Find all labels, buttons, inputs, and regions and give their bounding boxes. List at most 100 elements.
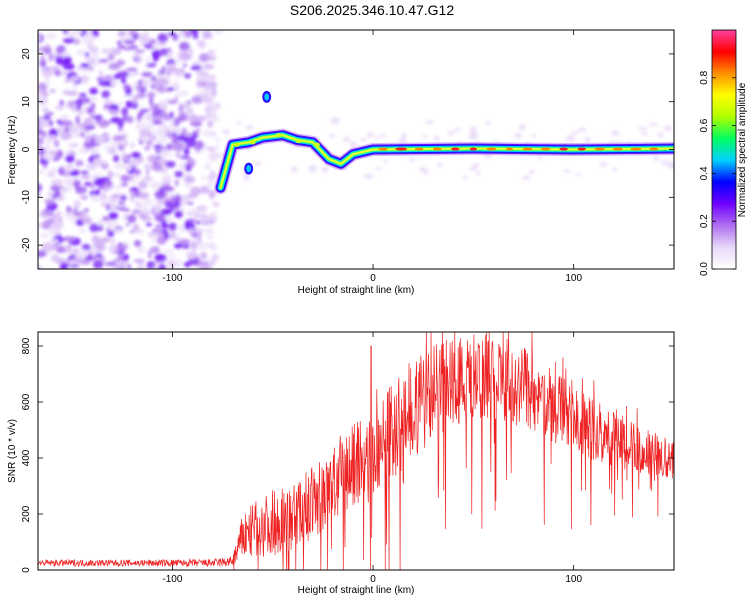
noise-blob bbox=[163, 231, 170, 241]
noise-blob bbox=[475, 171, 481, 176]
noise-blob bbox=[79, 132, 85, 137]
snr-xtick-label: 100 bbox=[565, 574, 582, 585]
snr-ytick-label: 0 bbox=[21, 567, 32, 573]
noise-blob bbox=[44, 77, 50, 86]
signal-ridge-layer bbox=[214, 128, 674, 195]
noise-blob bbox=[125, 223, 131, 227]
noise-blob bbox=[151, 162, 163, 172]
noise-blob bbox=[48, 238, 59, 244]
noise-blob bbox=[50, 254, 57, 262]
noise-blob bbox=[115, 228, 122, 234]
noise-blob bbox=[42, 115, 52, 121]
noise-blob bbox=[90, 176, 96, 182]
noise-blob bbox=[80, 174, 91, 180]
snr-panel: -100 0 100 0 200 400 600 800 Height of straight… bbox=[7, 331, 675, 596]
noise-blob bbox=[38, 223, 44, 228]
noise-blob bbox=[64, 211, 70, 218]
noise-blob bbox=[374, 167, 383, 171]
noise-blob bbox=[59, 262, 69, 269]
noise-blob bbox=[200, 82, 206, 87]
noise-blob bbox=[128, 45, 139, 50]
noise-blob bbox=[114, 163, 126, 170]
noise-blob bbox=[109, 141, 118, 150]
ridge-peak bbox=[451, 147, 460, 151]
noise-blob bbox=[207, 49, 216, 57]
noise-blob bbox=[80, 63, 90, 67]
noise-blob bbox=[158, 69, 166, 75]
noise-blob bbox=[174, 170, 184, 178]
noise-blob bbox=[102, 188, 107, 193]
noise-blob bbox=[196, 79, 203, 89]
noise-blob bbox=[79, 92, 87, 98]
noise-blob bbox=[290, 166, 298, 173]
noise-blob bbox=[423, 168, 429, 175]
noise-blob bbox=[185, 132, 193, 138]
noise-blob bbox=[160, 229, 168, 233]
noise-blob bbox=[152, 111, 161, 117]
noise-blob bbox=[101, 120, 113, 125]
noise-blob bbox=[123, 93, 135, 98]
noise-blob bbox=[73, 200, 81, 209]
noise-blob bbox=[165, 143, 174, 151]
noise-blob bbox=[38, 265, 42, 269]
noise-blob bbox=[133, 259, 145, 263]
snr-ytick-label: 600 bbox=[21, 393, 32, 410]
noise-blob bbox=[90, 147, 99, 156]
noise-blob bbox=[165, 215, 174, 222]
noise-blob bbox=[195, 220, 201, 225]
noise-blob bbox=[50, 185, 60, 191]
noise-blob bbox=[93, 114, 103, 121]
noise-blob bbox=[468, 166, 478, 171]
noise-blob bbox=[125, 100, 133, 109]
spectrogram-ytick-label: 10 bbox=[21, 96, 32, 108]
noise-blob bbox=[640, 132, 649, 136]
noise-blob bbox=[148, 96, 154, 106]
snr-ytick-label: 800 bbox=[21, 337, 32, 354]
noise-blob bbox=[42, 242, 52, 251]
noise-blob bbox=[401, 132, 407, 140]
noise-blob bbox=[215, 102, 221, 109]
noise-blob bbox=[117, 30, 126, 38]
noise-blob bbox=[359, 137, 367, 142]
noise-blob bbox=[157, 100, 166, 110]
noise-blob bbox=[206, 56, 217, 61]
noise-blob bbox=[140, 105, 145, 110]
noise-blob bbox=[133, 169, 141, 175]
noise-blob bbox=[447, 130, 455, 136]
noise-blob bbox=[522, 175, 531, 181]
noise-blob bbox=[172, 142, 184, 152]
ridge-peak bbox=[378, 147, 388, 151]
noise-blob bbox=[80, 68, 90, 73]
noise-blob bbox=[142, 130, 151, 136]
snr-xtick-label: -100 bbox=[162, 574, 182, 585]
noise-blob bbox=[99, 192, 107, 202]
noise-blob bbox=[123, 253, 130, 261]
ridge-peak bbox=[630, 147, 642, 151]
noise-blob bbox=[117, 143, 125, 152]
noise-blob bbox=[61, 120, 74, 127]
noise-blob bbox=[38, 34, 41, 41]
noise-blob bbox=[82, 56, 92, 60]
noise-blob bbox=[102, 216, 109, 221]
noise-blob bbox=[206, 234, 214, 240]
noise-blob bbox=[653, 155, 660, 161]
snr-ytick-label: 200 bbox=[21, 505, 32, 522]
noise-blob bbox=[214, 145, 220, 149]
noise-blob bbox=[209, 170, 217, 180]
snr-frame bbox=[37, 331, 675, 571]
noise-blob bbox=[54, 105, 65, 110]
noise-blob bbox=[160, 136, 167, 144]
noise-blob bbox=[187, 114, 199, 123]
noise-blob bbox=[141, 216, 152, 222]
noise-blob bbox=[44, 208, 50, 213]
noise-blob bbox=[142, 198, 154, 207]
noise-blob bbox=[64, 246, 74, 254]
noise-blob bbox=[211, 253, 219, 262]
ridge-peak bbox=[649, 147, 659, 151]
noise-blob bbox=[212, 201, 220, 208]
noise-blob bbox=[70, 75, 80, 83]
noise-blob bbox=[86, 106, 95, 115]
noise-blob bbox=[89, 87, 98, 95]
noise-blob bbox=[174, 198, 181, 208]
noise-blob bbox=[78, 228, 86, 234]
